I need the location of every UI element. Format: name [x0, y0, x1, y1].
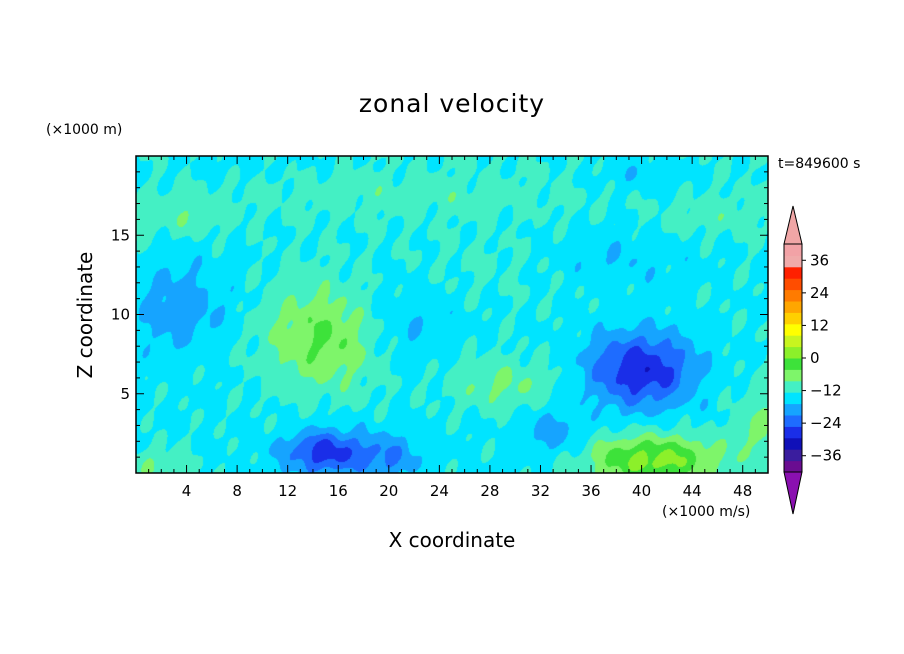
colorbar-under-arrow [783, 471, 803, 515]
chart-title: zonal velocity [359, 89, 545, 118]
velocity-field [136, 156, 768, 473]
colorbar: 36 24 12 0 −12 −24 −36 [783, 205, 842, 515]
colorbar-level-12 [784, 323, 802, 336]
colorbar-level-14 [784, 301, 802, 313]
x-tick-label-10: 44 [683, 482, 702, 500]
colorbar-level-16 [784, 278, 802, 291]
colorbar-level-19 [784, 244, 802, 256]
x-tick-label-1: 8 [232, 482, 242, 500]
colorbar-label-2: 12 [810, 316, 829, 334]
x-tick-label-11: 48 [733, 482, 752, 500]
colorbar-level-1 [784, 449, 802, 462]
colorbar-level-6 [784, 392, 802, 405]
colorbar-level-3 [784, 426, 802, 439]
y-axis-label: Z coordinate [73, 252, 97, 379]
y-tick-label-1: 10 [111, 306, 130, 324]
colorbar-level-7 [784, 380, 802, 393]
x-ticks: 4 8 12 16 20 24 28 32 36 40 44 48 [148, 156, 756, 500]
colorbar-level-13 [784, 312, 802, 325]
x-unit-label: (×1000 m/s) [662, 504, 750, 520]
y-unit-label: (×1000 m) [46, 122, 122, 138]
y-ticks: 5 10 15 [111, 171, 768, 458]
colorbar-level-0 [784, 460, 802, 473]
x-tick-label-6: 28 [480, 482, 499, 500]
colorbar-level-4 [784, 415, 802, 427]
time-label: t=849600 s [778, 156, 860, 172]
colorbar-label-0: 36 [810, 251, 829, 269]
colorbar-level-18 [784, 255, 802, 268]
colorbar-label-4: −12 [810, 382, 842, 400]
colorbar-level-8 [784, 369, 802, 382]
colorbar-level-9 [784, 358, 802, 370]
colorbar-label-3: 0 [810, 349, 820, 367]
colorbar-level-15 [784, 289, 802, 302]
y-tick-label-0: 5 [120, 385, 130, 403]
x-axis-label: X coordinate [389, 528, 516, 552]
colorbar-level-5 [784, 403, 802, 416]
colorbar-over-arrow [783, 205, 803, 245]
x-tick-label-7: 32 [531, 482, 550, 500]
colorbar-label-1: 24 [810, 284, 829, 302]
x-tick-label-0: 4 [182, 482, 192, 500]
colorbar-label-6: −36 [810, 447, 842, 465]
colorbar-label-5: −24 [810, 414, 842, 432]
x-tick-label-3: 16 [329, 482, 348, 500]
plot-field [136, 156, 768, 473]
x-tick-label-2: 12 [278, 482, 297, 500]
y-tick-label-2: 15 [111, 226, 130, 244]
colorbar-level-2 [784, 437, 802, 450]
x-tick-label-5: 24 [430, 482, 449, 500]
colorbar-level-17 [784, 266, 802, 279]
colorbar-level-10 [784, 346, 802, 359]
x-tick-label-4: 20 [379, 482, 398, 500]
x-tick-label-9: 40 [632, 482, 651, 500]
x-tick-label-8: 36 [581, 482, 600, 500]
colorbar-level-11 [784, 335, 802, 348]
